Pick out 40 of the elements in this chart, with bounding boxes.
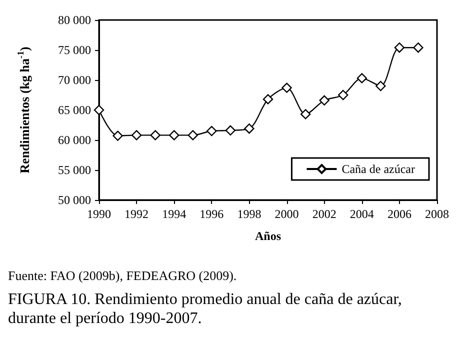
x-tick-label: 1992 [124,207,149,221]
point [356,73,367,84]
point [413,42,424,53]
point [169,130,180,140]
point [94,104,104,116]
point [376,80,386,92]
point [244,124,254,134]
point [112,130,123,141]
x-tick-label: 1990 [87,207,111,221]
legend-label: Caña de azúcar [342,162,416,176]
y-tick-label: 55 000 [58,163,91,177]
point [282,82,292,93]
y-tick-label: 50 000 [58,193,91,207]
y-tick-label: 65 000 [58,103,91,117]
x-tick-label: 2006 [387,207,412,221]
x-tick-label: 2004 [350,207,374,221]
x-tick-label: 1998 [237,207,262,221]
y-axis-title: Rendimientos (kg ha-1) [16,46,32,174]
source-note: Fuente: FAO (2009b), FEDEAGRO (2009). [8,268,237,283]
point [225,125,236,136]
x-tick-label: 2000 [274,207,299,221]
x-axis-title: Años [254,229,282,243]
point [338,90,348,100]
y-tick-label: 70 000 [58,73,91,87]
x-tick-label: 1996 [200,207,224,221]
point [206,126,217,136]
x-tick-label: 2008 [425,207,449,221]
x-tick-label: 2002 [312,207,336,221]
point [262,94,274,104]
point [300,109,311,120]
x-tick-label: 1994 [162,207,186,221]
point [394,42,405,53]
y-tick-label: 75 000 [58,43,91,57]
y-tick-label: 80 000 [58,13,91,27]
point [188,130,198,140]
text: FIGURA 10. Rendimiento promedio anual de caña de azúcar, durante el período 1990-2007. [8,291,406,327]
point [150,130,160,140]
y-tick-label: 60 000 [58,133,91,147]
point [131,130,142,140]
point [319,95,330,106]
